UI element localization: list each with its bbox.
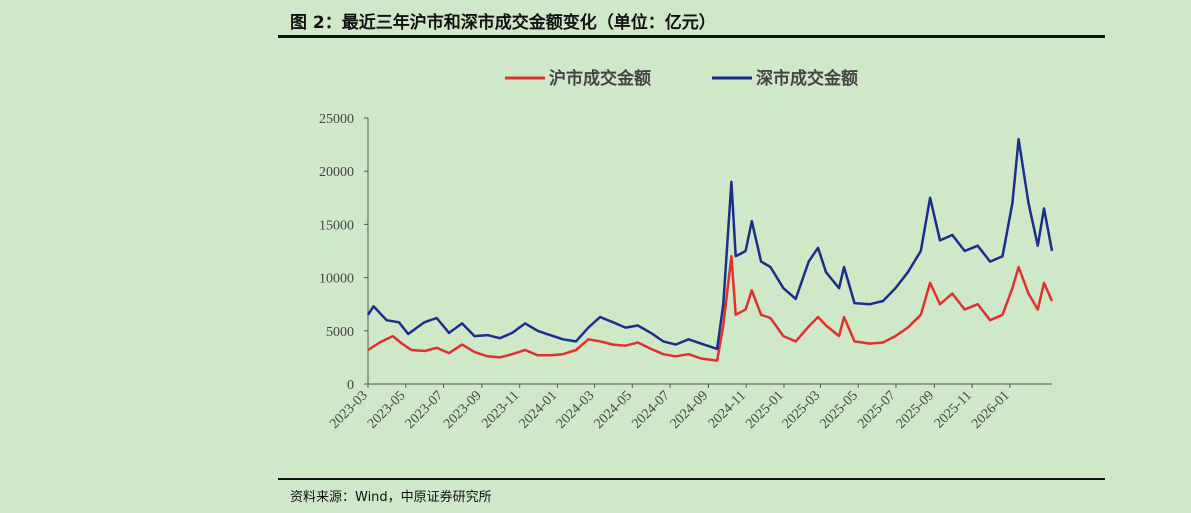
x-tick-label: 2024-11	[706, 388, 749, 431]
x-tick-label: 2025-07	[855, 388, 899, 432]
x-tick-label: 2023-05	[365, 388, 409, 432]
legend: 沪市成交金额 深市成交金额	[505, 68, 858, 89]
x-tick-label: 2024-09	[668, 388, 712, 432]
axes	[364, 117, 1052, 388]
legend-label-2: 深市成交金额	[756, 68, 858, 89]
series-line-1	[367, 255, 1054, 362]
source-note: 资料来源：Wind，中原证券研究所	[290, 490, 492, 505]
top-rule	[278, 35, 1105, 38]
series-line-2	[366, 138, 1054, 351]
x-tick-label: 2023-11	[479, 388, 522, 431]
y-tick-label: 15000	[319, 218, 354, 233]
series-lines	[366, 138, 1054, 362]
x-tick-label: 2024-05	[592, 388, 636, 432]
x-tick-label: 2025-01	[743, 388, 787, 432]
x-tick-label: 2025-03	[780, 388, 824, 432]
x-tick-label: 2024-01	[517, 388, 561, 432]
bottom-rule	[278, 478, 1105, 480]
x-tick-label: 2023-03	[327, 388, 371, 432]
y-tick-label: 10000	[319, 272, 354, 287]
x-tick-label: 2025-11	[932, 388, 975, 431]
figure-title: 图 2：最近三年沪市和深市成交金额变化（单位：亿元）	[290, 13, 716, 33]
y-tick-label: 25000	[319, 112, 354, 127]
y-tick-label: 20000	[319, 165, 354, 180]
x-tick-label: 2023-07	[403, 388, 447, 432]
x-tick-label: 2026-01	[969, 388, 1013, 432]
y-tick-label: 5000	[326, 325, 354, 340]
legend-label-1: 沪市成交金额	[549, 68, 651, 89]
y-tick-label: 0	[347, 378, 354, 393]
x-tick-label: 2025-09	[894, 388, 938, 432]
x-tick-label: 2023-09	[441, 388, 485, 432]
x-tick-label: 2025-05	[817, 388, 861, 432]
x-tick-label: 2024-03	[554, 388, 598, 432]
x-tick-label: 2024-07	[629, 388, 673, 432]
